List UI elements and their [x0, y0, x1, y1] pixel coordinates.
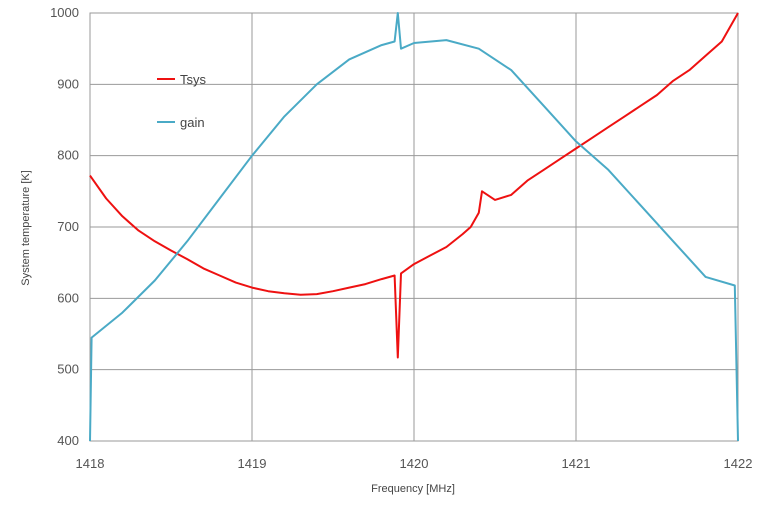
x-tick-label: 1421	[562, 456, 591, 471]
y-tick-label: 1000	[50, 5, 79, 20]
legend-label-gain: gain	[180, 115, 205, 130]
y-tick-label: 600	[57, 290, 79, 305]
series-line-tsys	[89, 12, 739, 359]
x-axis-label: Frequency [MHz]	[371, 483, 455, 495]
series-lines	[89, 12, 739, 442]
plot-frame	[89, 12, 739, 442]
x-tick-label: 1419	[238, 456, 267, 471]
x-tick-labels: 1418 1419 1420 1421 1422	[76, 456, 753, 471]
x-tick-label: 1420	[400, 456, 429, 471]
y-axis-label: System temperature [K]	[20, 170, 32, 286]
y-tick-label: 700	[57, 219, 79, 234]
y-tick-label: 500	[57, 362, 79, 377]
y-tick-label: 900	[57, 76, 79, 91]
x-tick-label: 1418	[76, 456, 105, 471]
y-tick-labels: 400 500 600 700 800 900 1000	[50, 5, 79, 448]
y-tick-label: 400	[57, 433, 79, 448]
x-tick-label: 1422	[724, 456, 753, 471]
legend: Tsys gain	[157, 72, 207, 130]
series-line-gain	[89, 12, 739, 442]
legend-label-tsys: Tsys	[180, 72, 207, 87]
y-tick-label: 800	[57, 148, 79, 163]
